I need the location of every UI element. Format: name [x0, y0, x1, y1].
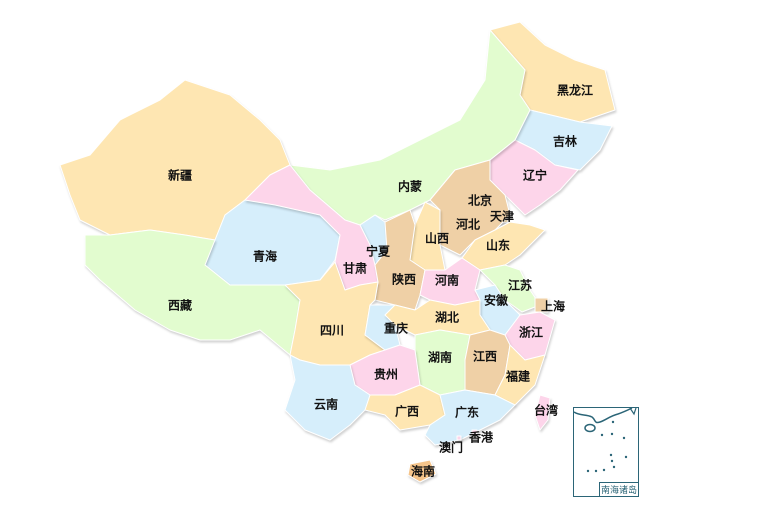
- province-guangdong[interactable]: [424, 389, 516, 446]
- province-shanxi[interactable]: [409, 201, 446, 271]
- province-hunan[interactable]: [414, 329, 471, 396]
- province-taiwan[interactable]: [534, 394, 551, 431]
- south-china-sea-inset: 南海诸岛: [573, 407, 639, 497]
- province-shanghai[interactable]: [534, 297, 549, 313]
- inset-label: 南海诸岛: [598, 482, 638, 496]
- province-aomen[interactable]: [456, 435, 462, 441]
- province-hainan[interactable]: [407, 459, 437, 483]
- province-xianggang[interactable]: [471, 429, 478, 435]
